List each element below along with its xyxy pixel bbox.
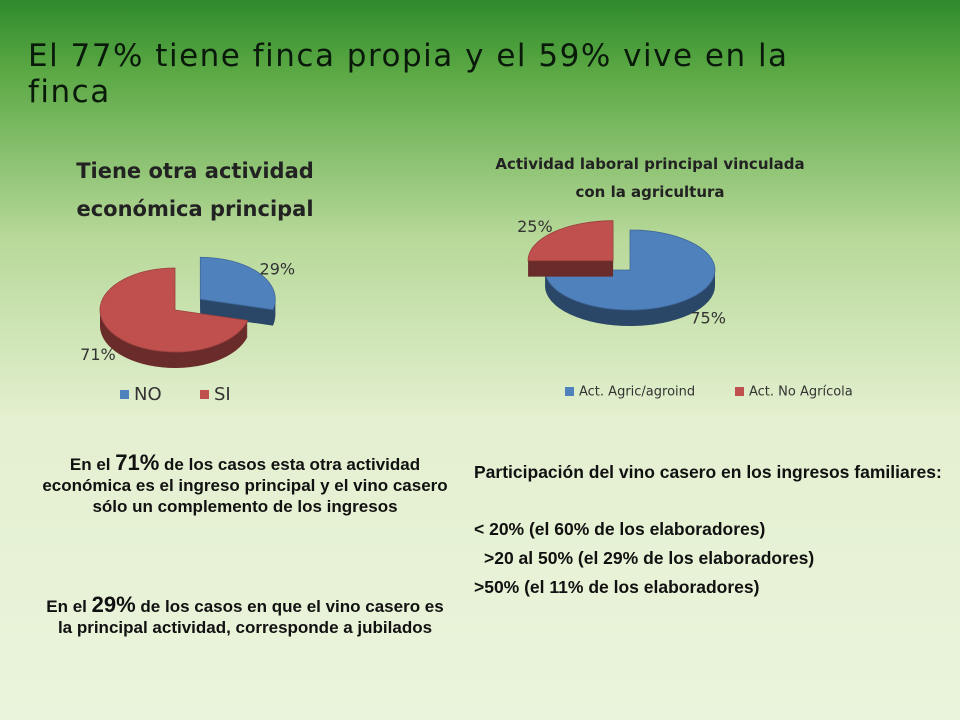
legend-label: Act. Agric/agroind [579,385,695,400]
paragraph: En el 29% de los casos en que el vino ca… [40,594,450,638]
text: 71% [115,450,160,475]
legend-label: Act. No Agrícola [749,385,853,400]
chart: Actividad laboral principal vinculada con… [495,155,853,400]
text: En el [46,597,92,616]
text: >50% (el 11% de los elaboradores) [474,577,760,597]
paragraph: En el 71% de los casos esta otra activid… [40,452,450,517]
legend-swatch [200,390,209,399]
text: 29% [91,592,136,617]
chart-title: Tiene otra actividad económica principal [76,159,314,221]
text: < 20% (el 60% de los elaboradores) [474,519,766,539]
text: Participación del vino casero en los ing… [474,462,942,482]
chart: Tiene otra actividad económica principal 2… [76,159,314,405]
legend-label: SI [214,384,231,405]
paragraph: Participación del vino casero en los ing… [474,458,954,602]
slice [199,256,276,311]
text: de los casos esta otra actividad económi… [42,455,448,516]
legend-label: NO [134,384,162,405]
data-label: 75% [690,309,726,328]
data-label: 29% [260,259,296,278]
text: >20 al 50% (el 29% de los elaboradores) [484,548,815,568]
slide-title: El 77% tiene finca propia y el 59% vive … [28,38,789,110]
legend-swatch [120,390,129,399]
data-label: 71% [80,345,116,364]
slice [527,220,614,262]
slice [544,229,716,311]
text: En el [69,455,116,474]
chart-title: Actividad laboral principal vinculada con… [495,155,804,201]
slice [99,267,249,353]
legend-swatch [565,387,574,396]
text: de los casos en que el vino casero es la… [57,597,444,637]
legend-swatch [735,387,744,396]
data-label: 25% [517,217,553,236]
